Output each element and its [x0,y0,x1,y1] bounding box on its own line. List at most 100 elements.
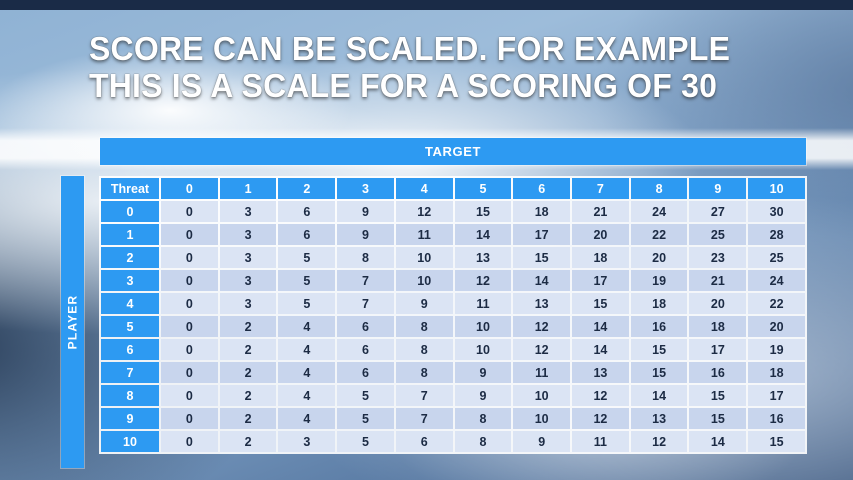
score-cell: 12 [572,385,629,406]
score-cell: 22 [748,293,805,314]
score-cell: 8 [337,247,394,268]
table-row: 5 0 2 4 6 8 10 12 14 16 18 20 [101,316,805,337]
table-row: 2 0 3 5 8 10 13 15 18 20 23 25 [101,247,805,268]
score-cell: 9 [513,431,571,452]
score-cell: 10 [513,408,571,429]
score-cell: 0 [161,247,218,268]
score-cell: 14 [572,316,629,337]
score-cell: 12 [513,339,571,360]
threat-row-header: 8 [101,385,159,406]
score-cell: 24 [630,201,688,222]
score-cell: 5 [278,247,336,268]
target-col-header: 1 [219,178,277,199]
score-cell: 5 [337,431,394,452]
score-cell: 8 [454,431,512,452]
threat-row-header: 3 [101,270,159,291]
threat-row-header: 1 [101,224,159,245]
score-cell: 15 [630,362,688,383]
target-col-header: 4 [395,178,453,199]
player-header-label: PLAYER [65,294,80,350]
threat-row-header: 0 [101,201,159,222]
table-row: 4 0 3 5 7 9 11 13 15 18 20 22 [101,293,805,314]
score-cell: 17 [748,385,805,406]
score-cell: 7 [395,385,453,406]
score-cell: 25 [748,247,805,268]
score-cell: 2 [219,362,277,383]
target-col-header: 5 [454,178,512,199]
scoring-table: Threat 0 1 2 3 4 5 6 7 8 9 10 0 0 3 6 9 12 15 18 21 24 27 30 1 0 3… [99,176,807,454]
score-cell: 3 [219,201,277,222]
score-cell: 4 [278,362,336,383]
score-cell: 0 [161,408,218,429]
score-cell: 10 [454,339,512,360]
score-cell: 3 [219,247,277,268]
score-cell: 15 [689,408,747,429]
score-cell: 6 [337,316,394,337]
table-row: 10 0 2 3 5 6 8 9 11 12 14 15 [101,431,805,452]
score-cell: 21 [572,201,629,222]
score-cell: 22 [630,224,688,245]
score-cell: 12 [572,408,629,429]
score-cell: 28 [748,224,805,245]
score-cell: 23 [689,247,747,268]
score-cell: 16 [630,316,688,337]
target-col-header: 9 [689,178,747,199]
score-cell: 0 [161,431,218,452]
threat-header-label: Threat [101,178,159,199]
score-cell: 15 [513,247,571,268]
score-cell: 15 [454,201,512,222]
score-cell: 17 [513,224,571,245]
score-cell: 6 [337,339,394,360]
threat-row-header: 7 [101,362,159,383]
score-cell: 6 [278,201,336,222]
target-col-header: 7 [572,178,629,199]
score-cell: 14 [454,224,512,245]
threat-row-header: 10 [101,431,159,452]
target-col-header: 6 [513,178,571,199]
threat-row-header: 2 [101,247,159,268]
table-row: 8 0 2 4 5 7 9 10 12 14 15 17 [101,385,805,406]
table-row: 0 0 3 6 9 12 15 18 21 24 27 30 [101,201,805,222]
score-cell: 13 [454,247,512,268]
score-cell: 2 [219,385,277,406]
score-cell: 19 [748,339,805,360]
score-cell: 8 [395,316,453,337]
score-cell: 2 [219,431,277,452]
score-cell: 0 [161,339,218,360]
slide-title-line1: SCORE CAN BE SCALED. FOR EXAMPLE [89,30,731,67]
score-cell: 21 [689,270,747,291]
table-row: 7 0 2 4 6 8 9 11 13 15 16 18 [101,362,805,383]
table-row: 3 0 3 5 7 10 12 14 17 19 21 24 [101,270,805,291]
threat-row-header: 9 [101,408,159,429]
score-cell: 2 [219,408,277,429]
score-cell: 4 [278,385,336,406]
target-col-header: 8 [630,178,688,199]
player-header: PLAYER [61,176,84,468]
score-cell: 2 [219,339,277,360]
score-cell: 10 [395,270,453,291]
score-cell: 10 [395,247,453,268]
score-cell: 8 [395,362,453,383]
score-cell: 25 [689,224,747,245]
score-cell: 16 [689,362,747,383]
score-cell: 17 [689,339,747,360]
score-cell: 13 [513,293,571,314]
score-cell: 6 [395,431,453,452]
score-cell: 20 [748,316,805,337]
score-cell: 9 [395,293,453,314]
target-header: TARGET [100,138,806,165]
score-cell: 9 [454,362,512,383]
score-cell: 8 [395,339,453,360]
score-cell: 5 [278,293,336,314]
score-cell: 16 [748,408,805,429]
score-cell: 6 [278,224,336,245]
score-cell: 18 [689,316,747,337]
scoring-table-body: Threat 0 1 2 3 4 5 6 7 8 9 10 0 0 3 6 9 12 15 18 21 24 27 30 1 0 3… [101,178,805,452]
score-cell: 0 [161,385,218,406]
slide-title: SCORE CAN BE SCALED. FOR EXAMPLE THIS IS… [89,30,787,104]
score-cell: 0 [161,224,218,245]
score-cell: 18 [748,362,805,383]
score-cell: 0 [161,201,218,222]
score-cell: 18 [513,201,571,222]
